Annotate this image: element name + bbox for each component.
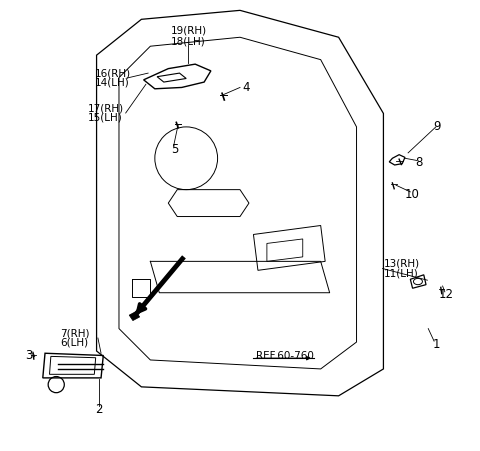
Text: 7(RH): 7(RH) (60, 328, 89, 338)
Text: 17(RH): 17(RH) (88, 103, 124, 113)
Text: 14(LH): 14(LH) (95, 78, 129, 88)
Text: 9: 9 (433, 120, 441, 133)
Text: 1: 1 (432, 338, 440, 351)
Text: 19(RH): 19(RH) (170, 26, 206, 36)
Text: 10: 10 (405, 188, 420, 201)
Text: 15(LH): 15(LH) (88, 113, 122, 123)
Text: 16(RH): 16(RH) (95, 68, 131, 78)
Text: 18(LH): 18(LH) (171, 37, 206, 47)
Text: 12: 12 (439, 289, 454, 301)
Text: 2: 2 (95, 403, 103, 416)
Text: 3: 3 (25, 349, 32, 362)
Text: 8: 8 (416, 156, 423, 169)
Polygon shape (129, 312, 140, 321)
Text: 6(LH): 6(LH) (60, 338, 88, 348)
Text: REF.60-760: REF.60-760 (256, 351, 314, 361)
Text: 13(RH): 13(RH) (384, 258, 420, 269)
Text: 4: 4 (242, 81, 250, 94)
Text: 5: 5 (171, 143, 179, 156)
Text: 11(LH): 11(LH) (384, 268, 418, 278)
